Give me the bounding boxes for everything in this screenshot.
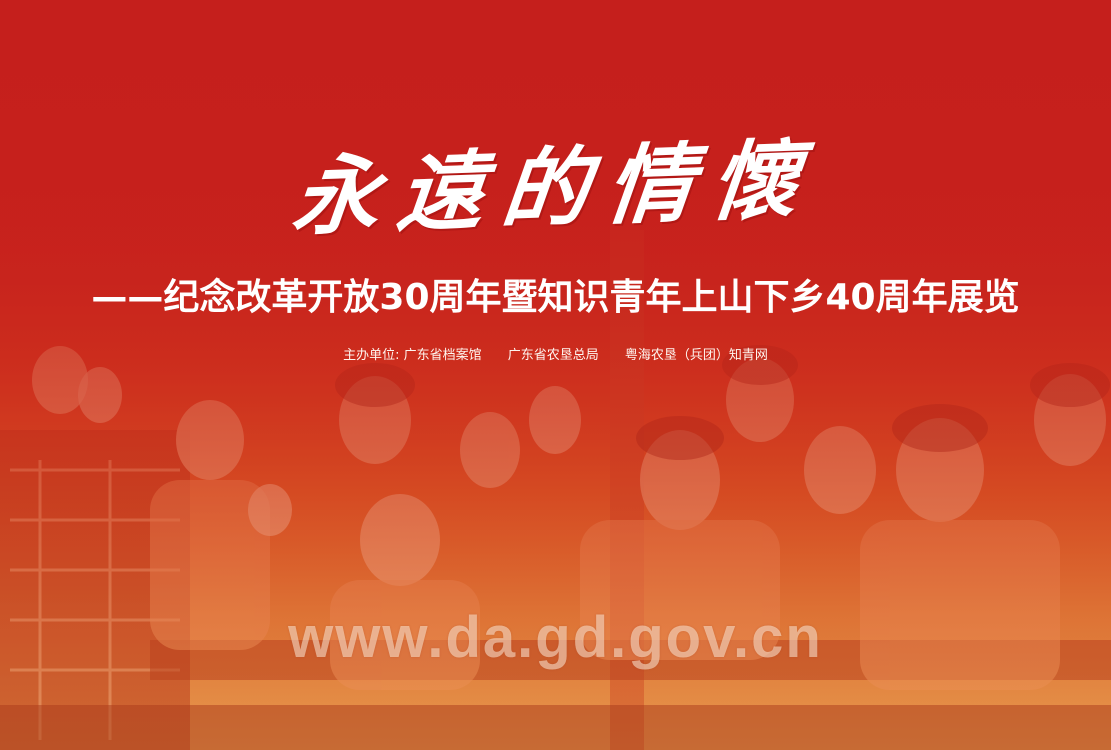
organizers-line: 主办单位: 广东省档案馆 广东省农垦总局 粤海农垦（兵团）知青网 (0, 344, 1111, 363)
organizer-item: 广东省农垦总局 (507, 348, 599, 363)
organizer-item: 粤海农垦（兵团）知青网 (624, 348, 768, 363)
exhibition-subtitle: ——纪念改革开放30周年暨知识青年上山下乡40周年展览 (91, 277, 1020, 318)
organizer-item: 广东省档案馆 (403, 348, 482, 363)
organizers-label: 主办单位: (343, 348, 400, 363)
website-watermark: www.da.gd.gov.cn (288, 605, 823, 670)
